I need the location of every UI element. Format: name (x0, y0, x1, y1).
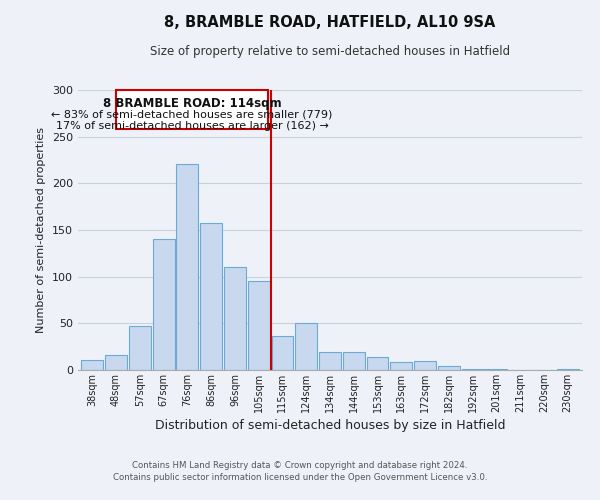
Bar (176, 164, 198, 370)
Bar (391, 362, 412, 370)
Text: Contains HM Land Registry data © Crown copyright and database right 2024.
Contai: Contains HM Land Registry data © Crown c… (113, 461, 487, 482)
Y-axis label: Number of semi-detached properties: Number of semi-detached properties (37, 127, 46, 333)
Text: Size of property relative to semi-detached houses in Hatfield: Size of property relative to semi-detach… (150, 45, 510, 58)
X-axis label: Distribution of semi-detached houses by size in Hatfield: Distribution of semi-detached houses by … (155, 419, 505, 432)
Bar (224, 268, 246, 370)
Text: ← 83% of semi-detached houses are smaller (779): ← 83% of semi-detached houses are smalle… (52, 110, 333, 120)
Text: 8, BRAMBLE ROAD, HATFIELD, AL10 9SA: 8, BRAMBLE ROAD, HATFIELD, AL10 9SA (164, 15, 496, 30)
Bar (462, 369, 484, 370)
Bar (248, 282, 269, 370)
Bar (105, 355, 127, 370)
Bar (319, 352, 341, 370)
Bar (557, 369, 578, 370)
Text: 8 BRAMBLE ROAD: 114sqm: 8 BRAMBLE ROAD: 114sqm (103, 98, 281, 110)
Bar (200, 222, 222, 370)
Bar (343, 352, 365, 370)
Bar (82, 360, 103, 370)
Bar (438, 366, 460, 370)
Bar (367, 357, 388, 370)
Bar (152, 240, 175, 370)
Bar (414, 360, 436, 370)
Bar (485, 369, 508, 370)
Bar (295, 324, 317, 370)
Bar (129, 326, 151, 370)
FancyBboxPatch shape (116, 90, 268, 129)
Text: 17% of semi-detached houses are larger (162) →: 17% of semi-detached houses are larger (… (56, 121, 329, 131)
Bar (272, 336, 293, 370)
